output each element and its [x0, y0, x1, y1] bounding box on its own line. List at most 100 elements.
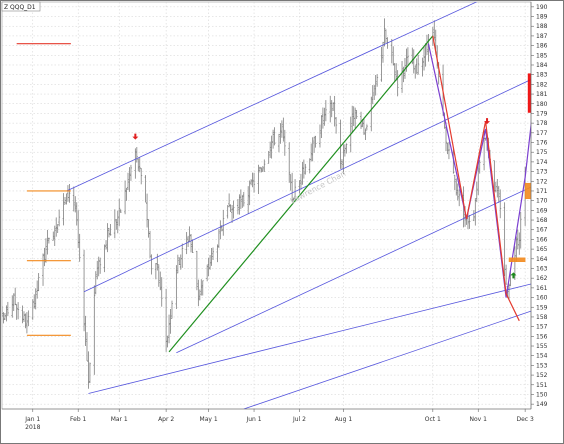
ohlc-bar [2, 306, 3, 317]
ohlc-bar [24, 313, 27, 329]
ohlc-bar [415, 58, 418, 74]
ohlc-bar [280, 120, 283, 138]
ohlc-bar [499, 189, 502, 219]
ohlc-bar [119, 209, 122, 213]
ohlc-bar [272, 129, 275, 149]
ohlc-bar [11, 295, 14, 318]
ohlc-bar [301, 161, 304, 185]
ohlc-bar [365, 124, 368, 131]
ohlc-bar [364, 128, 367, 141]
channel-line [88, 283, 531, 394]
ohlc-bar [232, 200, 235, 219]
ohlc-bar [85, 332, 88, 362]
ohlc-bar [477, 162, 480, 195]
ohlc-bar [170, 300, 173, 319]
ohlc-bar [219, 220, 222, 240]
ohlc-bar [269, 141, 272, 158]
ohlc-bar [191, 239, 194, 254]
ohlc-bar [55, 217, 58, 237]
ohlc-bar [447, 141, 450, 160]
x-tick-label: Feb 1 [70, 416, 87, 423]
ohlc-bar [74, 196, 77, 213]
support-bar-orange [508, 257, 526, 262]
ohlc-bar [43, 247, 46, 267]
y-tick-label: 164 [536, 256, 548, 263]
ohlc-bar [212, 247, 215, 260]
symbol-label: Z QQQ_D1 [4, 4, 36, 11]
ohlc-bar [150, 254, 153, 275]
ohlc-bar [53, 225, 56, 246]
y-tick-label: 182 [536, 81, 548, 88]
ohlc-bar [198, 289, 201, 301]
ohlc-bar [3, 313, 6, 321]
ohlc-bar [370, 96, 373, 132]
ohlc-bar [195, 250, 198, 291]
ohlc-bar [261, 166, 264, 172]
x-tick-label: May 1 [200, 416, 218, 423]
ohlc-bar [157, 264, 160, 287]
down-arrow-icon [484, 118, 491, 125]
ohlc-bar [84, 315, 87, 347]
ohlc-bar [25, 312, 28, 334]
ohlc-bar [455, 178, 458, 196]
ohlc-bar [34, 288, 37, 310]
ohlc-bar [107, 227, 110, 238]
ohlc-bar [228, 193, 231, 208]
y-tick-label: 158 [536, 314, 548, 321]
ohlc-bar [44, 238, 47, 263]
symbol-box: Z QQQ_D1 [1, 1, 41, 12]
ohlc-bar [423, 47, 426, 71]
ohlc-bar [94, 271, 97, 295]
target-zone-red [527, 73, 531, 113]
ohlc-bar [257, 164, 260, 195]
ohlc-bar [406, 47, 409, 66]
y-tick-label: 152 [536, 372, 548, 379]
ohlc-bar [258, 166, 261, 173]
ohlc-bar [291, 172, 294, 202]
ohlc-bar [351, 105, 354, 134]
ohlc-bar [5, 305, 8, 322]
ohlc-bar [118, 198, 121, 226]
ohlc-bar [302, 159, 305, 179]
ohlc-bar [324, 100, 327, 122]
ohlc-bar [371, 85, 374, 105]
ohlc-bar [311, 137, 314, 162]
ohlc-bar [135, 147, 138, 163]
y-tick-label: 163 [536, 265, 548, 272]
ohlc-bar [395, 63, 398, 81]
ohlc-bar [222, 209, 225, 236]
y-tick-label: 159 [536, 304, 548, 311]
ohlc-bar [374, 74, 377, 96]
ohlc-bar [313, 136, 316, 153]
ohlc-bar [298, 180, 301, 194]
ohlc-bar [140, 168, 143, 185]
ohlc-bar [263, 159, 266, 172]
y-tick-label: 171 [536, 188, 548, 195]
ohlc-bar [77, 210, 80, 248]
ohlc-bar [453, 174, 456, 190]
ohlc-bar [176, 254, 179, 274]
ohlc-bar [137, 158, 140, 172]
ohlc-bar [138, 157, 141, 173]
ohlc-bar [393, 63, 396, 82]
ohlc-bar [242, 191, 245, 207]
ohlc-bar [383, 18, 386, 47]
channel-line [243, 310, 531, 409]
ohlc-bar [197, 279, 200, 307]
y-tick-label: 186 [536, 43, 548, 50]
y-tick-label: 190 [536, 4, 548, 11]
y-tick-label: 179 [536, 110, 548, 117]
year-label: 2018 [25, 424, 40, 431]
ohlc-bar [505, 264, 508, 285]
x-tick-label: Mar 1 [111, 416, 128, 423]
ohlc-bar [421, 57, 424, 77]
ohlc-bar [129, 164, 132, 181]
ohlc-bar [392, 46, 395, 66]
ohlc-bar [190, 233, 193, 253]
ohlc-bar [282, 117, 285, 142]
ohlc-bar [93, 285, 96, 375]
ohlc-bar [267, 150, 270, 164]
ohlc-bar [210, 248, 213, 266]
